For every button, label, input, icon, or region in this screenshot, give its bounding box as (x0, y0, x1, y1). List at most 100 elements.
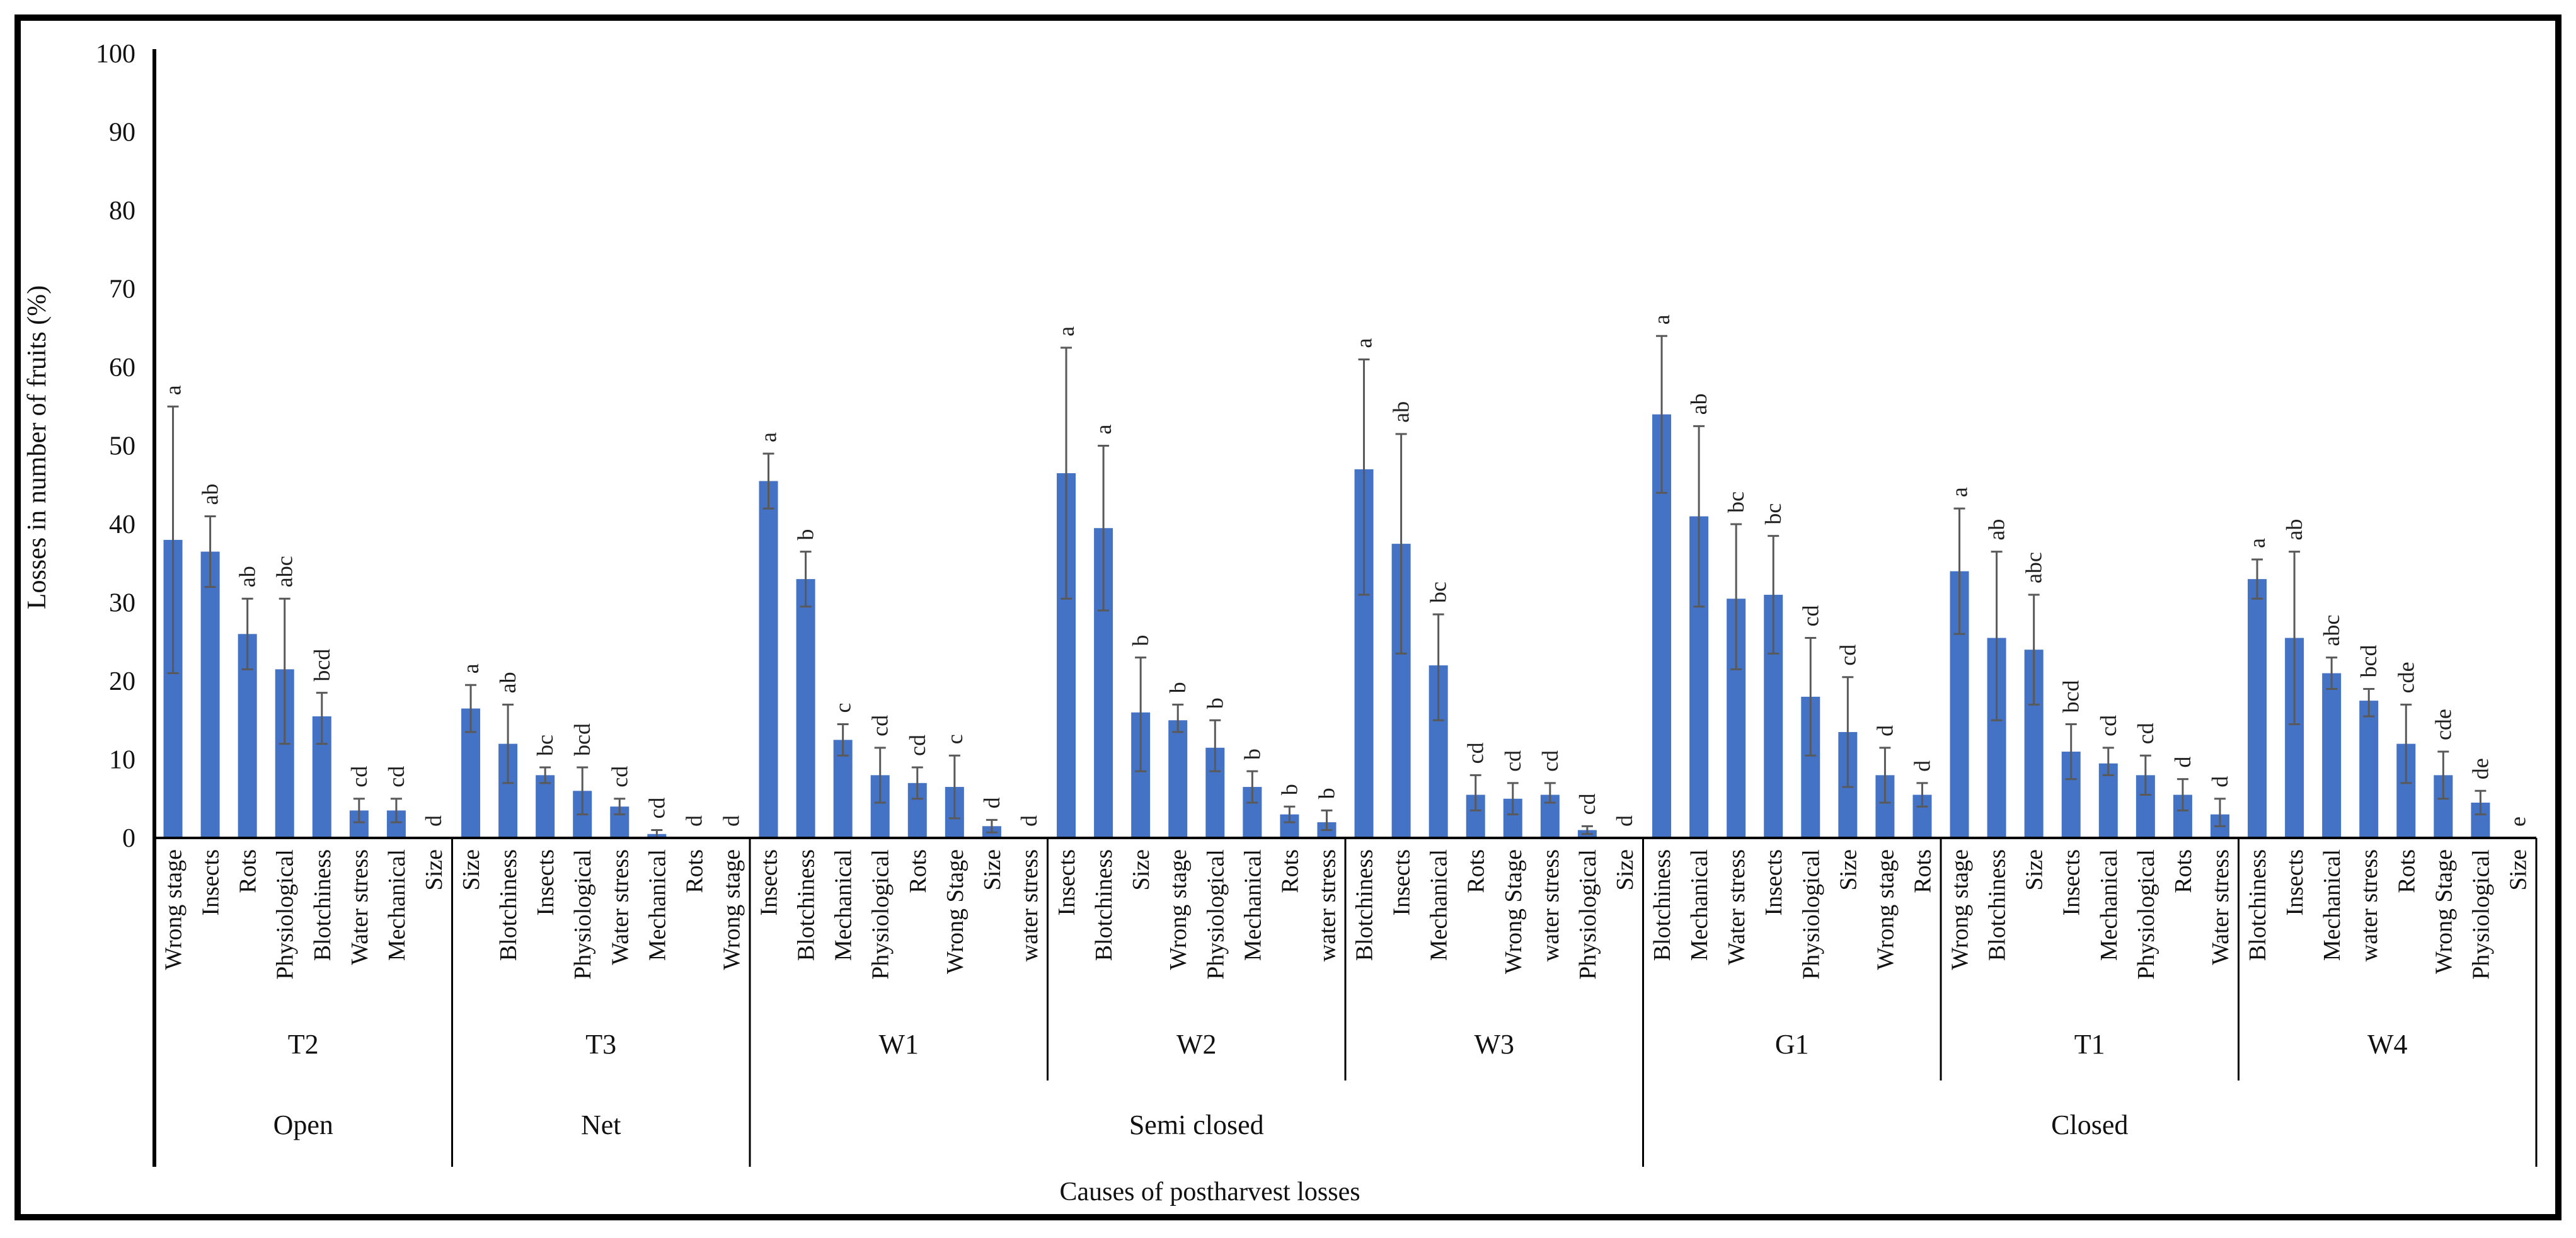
category-label-W1-blotchiness: Blotchiness (793, 849, 820, 961)
category-label-G1-mechanical: Mechanical (1686, 849, 1713, 961)
bars-layer (163, 414, 2490, 838)
category-label-W4-wrong-stage: Wrong Stage (2430, 849, 2457, 974)
error-bar-W2-wrong-stage (1172, 703, 1184, 733)
treatment-label-W3: W3 (1474, 1029, 1514, 1060)
bar-W2-wrong-stage (1168, 720, 1188, 838)
error-bar-G1-insects (1768, 535, 1780, 655)
category-label-W4-water-stress: water stress (2356, 849, 2383, 961)
error-bar-G1-rots (1916, 782, 1928, 808)
sig-letter-W1-insects: a (756, 432, 781, 442)
sig-letter-W3-rots: cd (1463, 742, 1488, 764)
error-bar-T3-blotchiness (502, 703, 514, 784)
y-tick-label-10: 10 (109, 746, 135, 775)
sig-letter-G1-blotchiness: a (1649, 314, 1674, 324)
category-label-T1-blotchiness: Blotchiness (1984, 849, 2011, 961)
error-bar-W1-wrong-stage (948, 754, 960, 820)
sig-letter-G1-insects: bc (1761, 503, 1786, 525)
sig-letter-W1-mechanical: c (831, 702, 856, 713)
sig-letter-G1-physiological: cd (1798, 605, 1823, 627)
category-label-T2-mechanical: Mechanical (384, 849, 410, 961)
y-tick-label-80: 80 (109, 197, 135, 226)
y-tick-label-20: 20 (109, 667, 135, 696)
error-bar-T2-water-stress (353, 798, 365, 823)
category-label-W2-blotchiness: Blotchiness (1091, 849, 1117, 961)
y-tick-label-90: 90 (109, 118, 135, 147)
bar-T2-insects (200, 551, 220, 838)
sig-letter-W4-wrong-stage: cde (2430, 709, 2456, 740)
system-label-net: Net (581, 1109, 621, 1140)
category-label-T3-mechanical: Mechanical (644, 849, 670, 961)
sig-letter-W1-water-stress: d (1016, 815, 1042, 827)
sig-letter-W4-blotchiness: a (2245, 538, 2270, 548)
category-label-W3-water-stress: water stress (1538, 849, 1564, 961)
error-bar-T2-rots (241, 597, 253, 670)
system-label-semi-closed: Semi closed (1129, 1109, 1264, 1140)
category-label-T3-rots: Rots (681, 849, 708, 893)
treatment-label-T3: T3 (585, 1029, 616, 1060)
error-bar-W2-physiological (1209, 719, 1221, 772)
error-bar-T1-mechanical (2102, 747, 2114, 776)
sig-letter-W3-water-stress: cd (1538, 750, 1563, 772)
treatment-label-T2: T2 (288, 1029, 319, 1060)
category-label-T1-wrong-stage: Wrong stage (1947, 849, 1974, 970)
system-label-closed: Closed (2051, 1109, 2128, 1140)
sig-letter-W3-physiological: cd (1575, 793, 1600, 815)
category-label-T1-water-stress: Water stress (2207, 849, 2234, 965)
x-axis-title: Causes of postharvest losses (1059, 1178, 1360, 1206)
sig-letter-T2-physiological: abc (272, 556, 297, 587)
sig-letter-T3-wrong-stage: d (718, 815, 744, 827)
error-bar-T2-blotchiness (316, 692, 328, 745)
sig-letter-W2-water-stress: b (1314, 788, 1339, 799)
y-tick-label-0: 0 (122, 824, 135, 853)
error-bar-T1-blotchiness (1991, 551, 2003, 721)
error-bar-W4-physiological (2475, 789, 2487, 816)
bar-W4-blotchiness (2248, 579, 2267, 838)
category-label-W2-size: Size (1128, 849, 1154, 890)
sig-letter-W3-size: d (1612, 815, 1637, 827)
y-tick-label-60: 60 (109, 353, 135, 382)
y-tick-label-40: 40 (109, 510, 135, 539)
error-bar-W1-size (986, 818, 998, 834)
category-label-W2-mechanical: Mechanical (1239, 849, 1266, 961)
category-label-W2-insects: Insects (1054, 849, 1080, 916)
error-bar-T1-water-stress (2214, 798, 2226, 827)
error-bar-W4-mechanical (2326, 656, 2338, 690)
sig-letter-W1-blotchiness: b (793, 529, 819, 541)
bar-W4-water-stress (2359, 701, 2379, 838)
error-bar-W1-insects (762, 452, 774, 510)
sig-letter-T2-water-stress: cd (347, 766, 372, 788)
category-label-T2-rots: Rots (235, 849, 262, 893)
sig-letter-W1-physiological: cd (868, 715, 893, 736)
sig-letter-T3-physiological: bcd (570, 723, 595, 756)
category-label-W3-rots: Rots (1463, 849, 1490, 893)
error-bar-G1-blotchiness (1656, 335, 1668, 494)
category-label-T3-size: Size (458, 849, 485, 890)
error-bar-T1-wrong-stage (1953, 507, 1965, 635)
category-label-T2-blotchiness: Blotchiness (309, 849, 336, 961)
category-label-W1-insects: Insects (756, 849, 783, 916)
error-bar-T1-insects (2065, 723, 2077, 781)
category-label-T1-rots: Rots (2170, 849, 2197, 893)
sig-letter-W4-physiological: de (2468, 758, 2493, 779)
category-label-W2-physiological: Physiological (1202, 849, 1229, 980)
sig-letter-G1-wrong-stage: d (1872, 725, 1897, 736)
sig-letter-W4-rots: cde (2393, 662, 2418, 693)
category-label-W3-blotchiness: Blotchiness (1352, 849, 1378, 961)
category-label-T1-physiological: Physiological (2133, 849, 2159, 980)
axis-labels-layer: 0 10 20 30 40 50 60 70 80 90 100 Wrong stage Insects… (96, 40, 2531, 1140)
category-label-T1-insects: Insects (2059, 849, 2085, 916)
sig-letter-T1-rots: d (2170, 757, 2195, 768)
sig-letter-W4-size: e (2505, 817, 2530, 827)
category-label-W4-physiological: Physiological (2468, 849, 2494, 980)
sig-letter-T3-blotchiness: ab (495, 672, 520, 693)
category-label-W1-wrong-stage: Wrong Stage (942, 849, 969, 974)
category-label-T1-size: Size (2021, 849, 2048, 890)
category-label-T3-insects: Insects (532, 849, 559, 916)
category-label-W1-rots: Rots (905, 849, 931, 893)
sig-letter-W4-water-stress: bcd (2356, 645, 2381, 677)
sig-letter-W3-mechanical: bc (1426, 582, 1451, 603)
category-label-T2-water-stress: Water stress (347, 849, 373, 965)
error-bar-W4-rots (2400, 703, 2412, 784)
category-label-T3-physiological: Physiological (570, 849, 596, 980)
